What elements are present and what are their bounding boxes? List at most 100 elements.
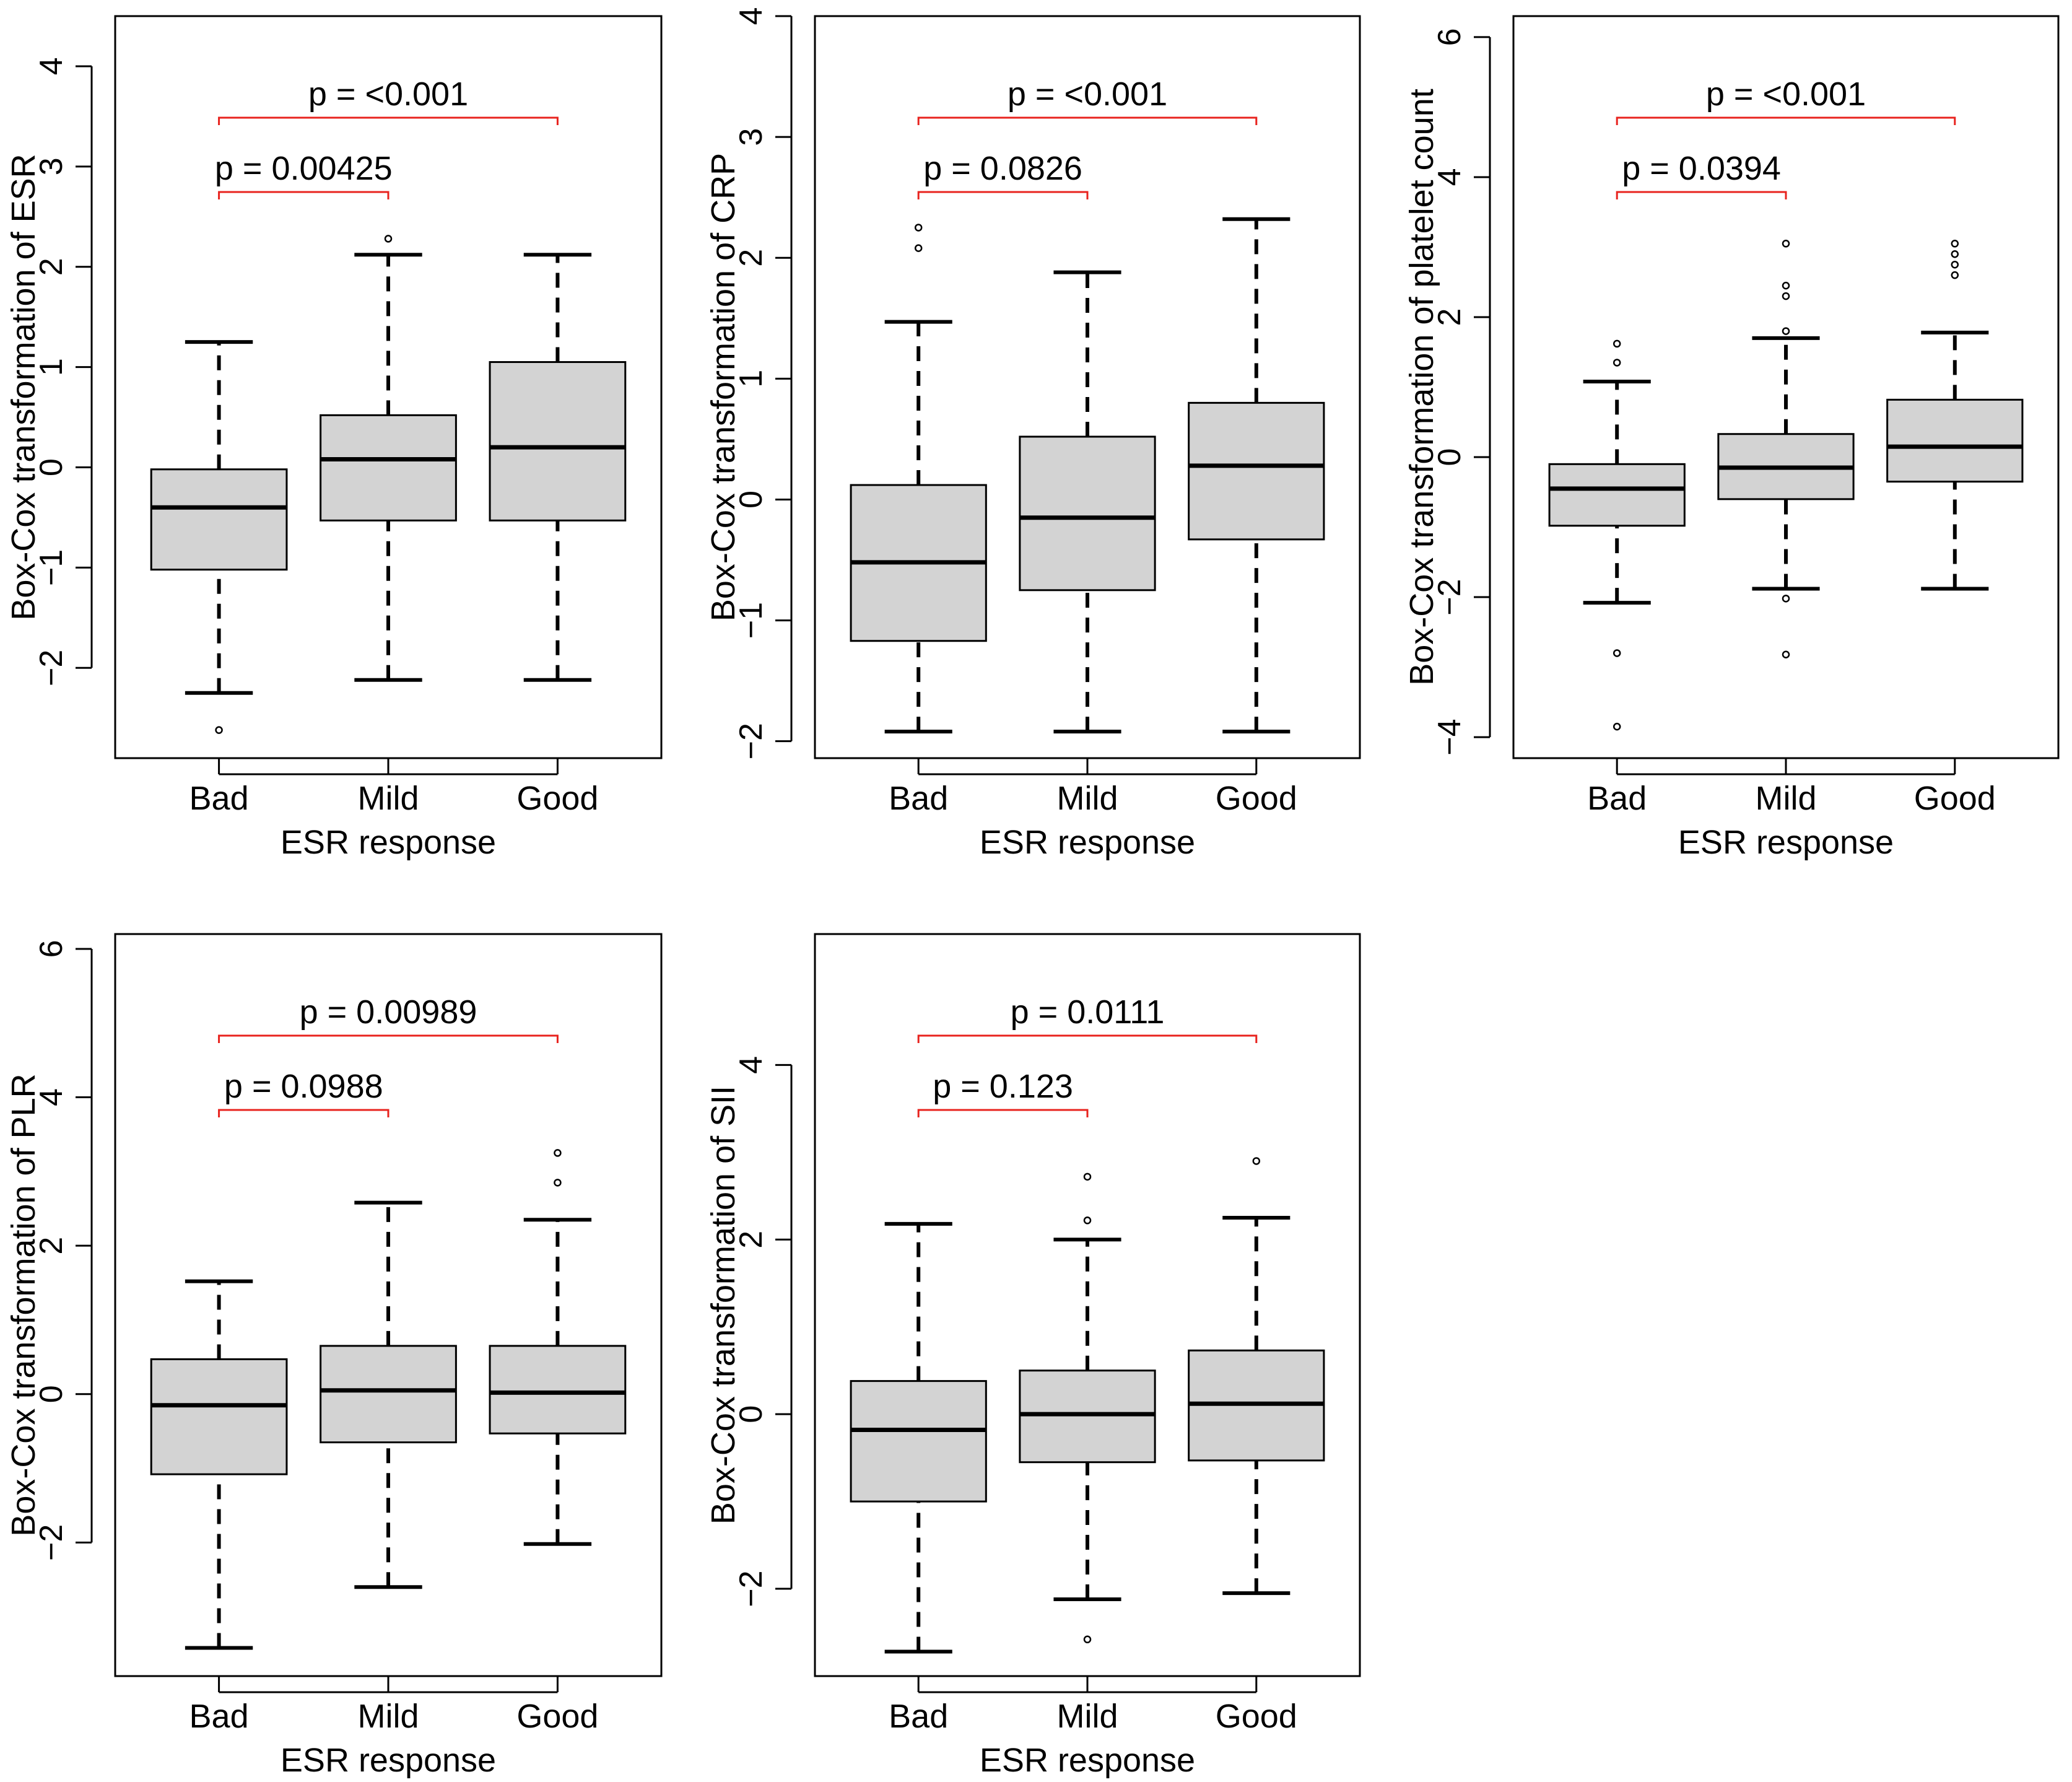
- outlier-point: [1951, 250, 1959, 258]
- y-tick-label: 0: [733, 1405, 769, 1423]
- x-axis-title: ESR response: [281, 1742, 496, 1779]
- y-tick-label: −2: [733, 1570, 769, 1607]
- x-tick-label-bad: Bad: [189, 780, 249, 817]
- outlier-point: [914, 244, 923, 252]
- bracket-line: [218, 116, 559, 125]
- x-tick-label-mild: Mild: [1056, 1698, 1118, 1735]
- outlier-point: [1252, 1157, 1261, 1165]
- interquartile-box: [150, 1358, 288, 1475]
- boxplot-panel-1: −2 −1 0 1 2 3 4 Bad Mild Good ESR response Box-Cox …: [5, 15, 663, 861]
- x-tick-label-bad: Bad: [1587, 780, 1647, 817]
- outlier-point: [1613, 722, 1621, 731]
- significance-bracket-bad-good: p = 0.0111: [917, 994, 1258, 1043]
- y-axis-title: Box-Cox transformation of ESR: [5, 154, 42, 620]
- y-tick-label: −4: [1432, 718, 1468, 755]
- bracket-line: [218, 1034, 559, 1043]
- box-bad: [850, 1221, 987, 1654]
- y-tick-label: 2: [1432, 308, 1468, 326]
- y-tick-label: 2: [33, 1237, 69, 1255]
- x-axis-title: ESR response: [281, 824, 496, 861]
- significance-bracket-bad-mild: p = 0.0826: [917, 150, 1089, 199]
- box-bad: [1548, 339, 1686, 731]
- outlier-point: [1083, 1216, 1092, 1225]
- bracket-line: [218, 191, 390, 199]
- outlier-point: [1083, 1173, 1092, 1181]
- outlier-point: [1782, 650, 1790, 658]
- bracket-line: [1616, 116, 1956, 125]
- outlier-point: [1782, 327, 1790, 335]
- p-value-label: p = <0.001: [1008, 76, 1167, 113]
- significance-bracket-bad-mild: p = 0.123: [917, 1068, 1089, 1117]
- boxplot-panel-3: −4 −2 0 2 4 6 Bad Mild Good ESR response Box-Cox t…: [1403, 15, 2060, 861]
- outlier-point: [1782, 281, 1790, 290]
- x-tick-label-mild: Mild: [357, 1698, 419, 1735]
- bracket-line: [917, 116, 1258, 125]
- p-value-label: p = 0.0826: [923, 150, 1082, 187]
- interquartile-box: [1019, 1369, 1156, 1464]
- y-axis-title: Box-Cox transformation of SII: [705, 1086, 742, 1524]
- bracket-line: [917, 1034, 1258, 1043]
- interquartile-box: [150, 468, 288, 571]
- p-value-label: p = 0.0111: [1011, 994, 1165, 1031]
- y-tick-label: 4: [33, 57, 69, 75]
- x-tick-label-bad: Bad: [889, 780, 948, 817]
- significance-bracket-bad-mild: p = 0.00425: [215, 150, 393, 199]
- significance-bracket-bad-good: p = <0.001: [1616, 76, 1956, 125]
- boxplot-panel-5: −2 0 2 4 Bad Mild Good ESR response Box-Cox tran…: [705, 933, 1361, 1779]
- x-tick-label-good: Good: [1216, 1698, 1297, 1735]
- x-tick-label-good: Good: [1216, 780, 1297, 817]
- y-axis-title: Box-Cox transformation of PLR: [5, 1073, 42, 1536]
- y-tick-label: 0: [1432, 448, 1468, 466]
- interquartile-box: [320, 1345, 457, 1444]
- y-tick-label: 4: [1432, 168, 1468, 186]
- interquartile-box: [1019, 435, 1156, 592]
- box-good: [1188, 1157, 1325, 1596]
- x-tick-label-mild: Mild: [1056, 780, 1118, 817]
- y-tick-label: 1: [33, 358, 69, 376]
- outlier-point: [215, 726, 223, 734]
- outlier-point: [1613, 359, 1621, 367]
- box-mild: [320, 1200, 457, 1589]
- significance-bracket-bad-mild: p = 0.0394: [1616, 150, 1787, 199]
- outlier-point: [1951, 271, 1959, 279]
- x-tick-label-good: Good: [516, 780, 598, 817]
- y-tick-label: 0: [733, 491, 769, 509]
- box-bad: [850, 224, 987, 734]
- y-tick-label: −2: [1432, 579, 1468, 615]
- x-tick-label-bad: Bad: [189, 1698, 249, 1735]
- box-good: [1886, 240, 2024, 591]
- outlier-point: [1782, 292, 1790, 300]
- significance-bracket-bad-good: p = <0.001: [218, 76, 559, 125]
- significance-bracket-bad-good: p = 0.00989: [218, 994, 559, 1043]
- outlier-point: [1951, 240, 1959, 248]
- box-bad: [150, 340, 288, 734]
- interquartile-box: [1548, 463, 1686, 527]
- interquartile-box: [1188, 401, 1325, 541]
- interquartile-box: [320, 414, 457, 522]
- p-value-label: p = 0.00989: [300, 994, 477, 1031]
- outlier-point: [1083, 1635, 1092, 1644]
- x-axis-title: ESR response: [980, 1742, 1195, 1779]
- y-tick-label: 3: [733, 128, 769, 146]
- x-axis-title: ESR response: [1678, 824, 1894, 861]
- bracket-line: [1616, 191, 1787, 199]
- boxplot-panel-2: −2 −1 0 1 2 3 4 Bad Mild Good ESR response Box-Cox …: [705, 7, 1361, 861]
- x-axis-title: ESR response: [980, 824, 1195, 861]
- y-tick-label: 6: [33, 940, 69, 958]
- x-tick-label-mild: Mild: [357, 780, 419, 817]
- box-bad: [150, 1279, 288, 1650]
- significance-bracket-bad-good: p = <0.001: [917, 76, 1258, 125]
- y-tick-label: −2: [33, 1524, 69, 1561]
- p-value-label: p = <0.001: [1706, 76, 1866, 113]
- interquartile-box: [850, 1380, 987, 1503]
- interquartile-box: [489, 1345, 627, 1435]
- y-tick-label: 0: [33, 1385, 69, 1403]
- outlier-point: [914, 224, 923, 232]
- y-tick-label: 2: [733, 1231, 769, 1249]
- y-axis-title: Box-Cox transformation of platelet count: [1403, 89, 1440, 685]
- boxplot-panel-4: −2 0 2 4 6 Bad Mild Good ESR response Box-Cox tra…: [5, 933, 663, 1779]
- interquartile-box: [1886, 398, 2024, 483]
- outlier-point: [1782, 240, 1790, 248]
- y-tick-label: −2: [733, 723, 769, 759]
